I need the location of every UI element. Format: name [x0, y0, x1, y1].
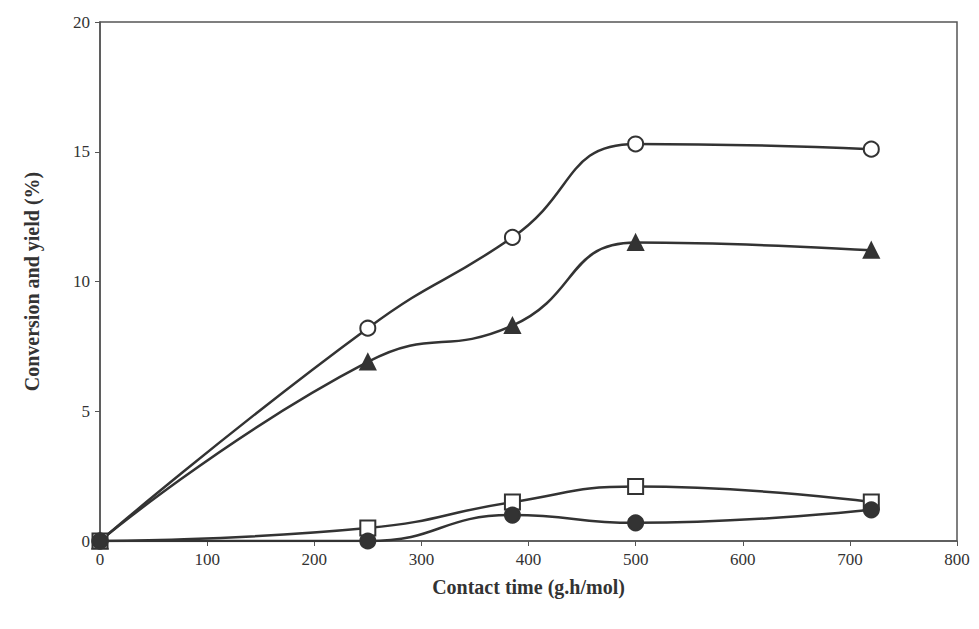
svg-text:15: 15: [73, 142, 90, 161]
svg-text:Contact time (g.h/mol): Contact time (g.h/mol): [432, 576, 625, 599]
svg-text:5: 5: [82, 402, 91, 421]
svg-text:20: 20: [73, 13, 90, 32]
svg-text:10: 10: [73, 272, 90, 291]
svg-text:500: 500: [623, 550, 649, 569]
svg-text:200: 200: [302, 550, 328, 569]
svg-text:0: 0: [96, 550, 105, 569]
svg-text:600: 600: [730, 550, 756, 569]
svg-text:300: 300: [409, 550, 435, 569]
svg-text:400: 400: [516, 550, 542, 569]
svg-text:100: 100: [194, 550, 220, 569]
svg-text:0: 0: [82, 532, 91, 551]
svg-text:Conversion and yield (%): Conversion and yield (%): [21, 172, 44, 391]
svg-text:800: 800: [944, 550, 970, 569]
svg-text:700: 700: [837, 550, 863, 569]
